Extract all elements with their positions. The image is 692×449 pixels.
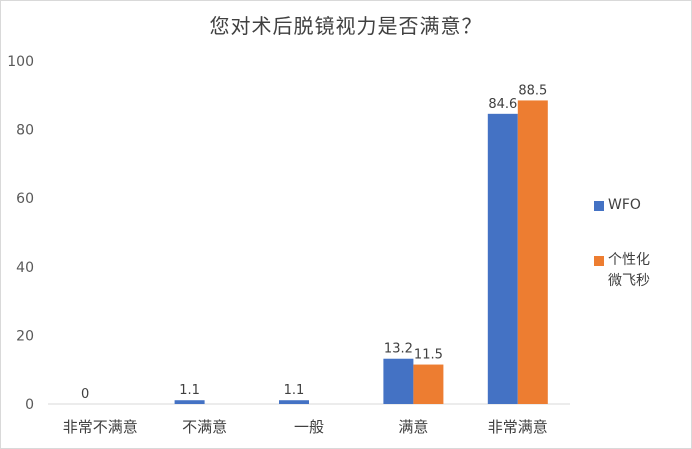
- x-tick-label: 非常满意: [488, 418, 548, 436]
- legend-swatch-personalized: [594, 256, 604, 266]
- y-tick-label: 40: [16, 260, 34, 276]
- data-label: 11.5: [414, 348, 443, 363]
- data-label: 88.5: [518, 83, 547, 98]
- chart-legend: WFO 个性化 微飞秒: [594, 195, 692, 326]
- bar-wfo: [279, 400, 309, 404]
- y-tick-label: 100: [7, 54, 34, 70]
- bar-wfo: [174, 400, 205, 404]
- x-tick-label: 满意: [398, 418, 428, 436]
- legend-label-wfo: WFO: [608, 197, 641, 213]
- chart-title: 您对术后脱镜视力是否满意？: [209, 14, 483, 38]
- data-label: 13.2: [384, 342, 413, 357]
- legend-label-personalized-line1: 个性化: [608, 252, 650, 268]
- y-tick-label: 60: [16, 191, 34, 207]
- data-label: 1.1: [179, 383, 200, 398]
- bar-personalized: [413, 364, 444, 404]
- bar-personalized: [517, 100, 548, 404]
- legend-swatch-wfo: [594, 201, 604, 211]
- x-tick-label: 不满意: [182, 418, 227, 436]
- data-label: 84.6: [488, 97, 517, 112]
- data-label: 0: [81, 387, 89, 402]
- y-tick-label: 80: [16, 123, 34, 139]
- legend-item-personalized: 个性化 微飞秒: [594, 250, 692, 292]
- bar-wfo: [383, 358, 414, 404]
- x-tick-label: 一般: [294, 418, 324, 436]
- x-tick-label: 非常不满意: [63, 418, 138, 436]
- bar-wfo: [487, 113, 518, 405]
- y-tick-label: 20: [16, 328, 34, 344]
- legend-item-wfo: WFO: [594, 195, 692, 216]
- legend-label-personalized-line2: 微飞秒: [608, 273, 650, 289]
- data-label: 1.1: [284, 383, 305, 398]
- y-tick-label: 0: [25, 397, 34, 413]
